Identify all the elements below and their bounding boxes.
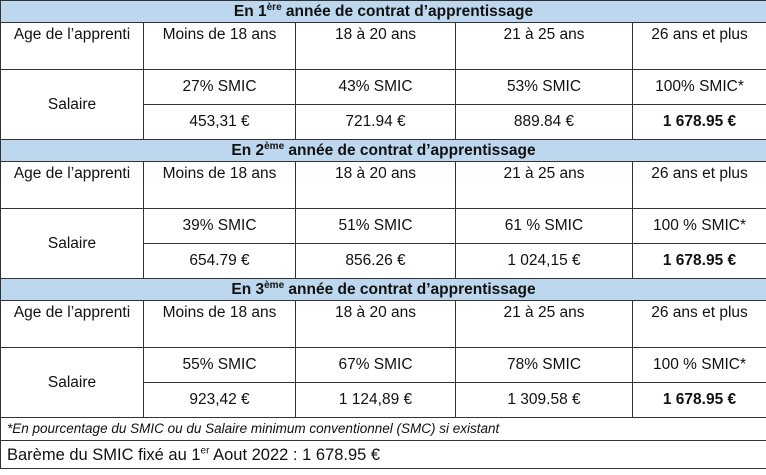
amount-cell: 721.94 € xyxy=(295,104,456,140)
percentage-row: Salaire 39% SMIC 51% SMIC 61 % SMIC 100 … xyxy=(0,208,766,279)
footnote-row: *En pourcentage du SMIC ou du Salaire mi… xyxy=(0,417,766,441)
percentage-row: Salaire 55% SMIC 67% SMIC 78% SMIC 100 %… xyxy=(0,347,766,418)
smic-bareme: Barème du SMIC fixé au 1er Aout 2022 : 1… xyxy=(0,440,766,469)
percentage-cell: 43% SMIC xyxy=(295,69,456,105)
percentage-cell: 100 % SMIC* xyxy=(631,208,766,244)
percentage-cell: 61 % SMIC xyxy=(455,208,633,244)
age-group-cell: 18 à 20 ans xyxy=(295,300,456,348)
percentage-cell: 51% SMIC xyxy=(295,208,456,244)
age-group-cell: 21 à 25 ans xyxy=(455,161,633,209)
amount-cell: 923,42 € xyxy=(143,382,296,418)
age-label: Age de l’apprenti xyxy=(0,300,144,348)
amount-cell: 1 309.58 € xyxy=(455,382,633,418)
salary-label: Salaire xyxy=(0,69,144,140)
percentage-cell: 100% SMIC* xyxy=(631,69,766,105)
amount-cell: 1 678.95 € xyxy=(631,104,766,140)
amount-cell: 654.79 € xyxy=(143,243,296,279)
amount-cell: 1 678.95 € xyxy=(631,382,766,418)
bareme-row: Barème du SMIC fixé au 1er Aout 2022 : 1… xyxy=(0,440,766,469)
percentage-cell: 67% SMIC xyxy=(295,347,456,383)
age-group-cell: 18 à 20 ans xyxy=(295,22,456,70)
amount-cell: 1 024,15 € xyxy=(455,243,633,279)
percentage-cell: 39% SMIC xyxy=(143,208,296,244)
section-header: En 3ème année de contrat d’apprentissage xyxy=(0,278,766,301)
section-title: En 2ème année de contrat d’apprentissage xyxy=(0,139,766,162)
percentage-cell: 27% SMIC xyxy=(143,69,296,105)
age-group-cell: 26 ans et plus xyxy=(631,300,766,348)
amount-cell: 453,31 € xyxy=(143,104,296,140)
age-group-cell: Moins de 18 ans xyxy=(143,300,296,348)
age-group-cell: 21 à 25 ans xyxy=(455,300,633,348)
age-group-cell: 26 ans et plus xyxy=(631,161,766,209)
age-group-cell: 26 ans et plus xyxy=(631,22,766,70)
percentage-cell: 100 % SMIC* xyxy=(631,347,766,383)
age-row: Age de l’apprenti Moins de 18 ans 18 à 2… xyxy=(0,22,766,70)
age-row: Age de l’apprenti Moins de 18 ans 18 à 2… xyxy=(0,300,766,348)
age-group-cell: 21 à 25 ans xyxy=(455,22,633,70)
percentage-cell: 53% SMIC xyxy=(455,69,633,105)
section-header: En 2ème année de contrat d’apprentissage xyxy=(0,139,766,162)
age-label: Age de l’apprenti xyxy=(0,22,144,70)
age-group-cell: Moins de 18 ans xyxy=(143,22,296,70)
age-group-cell: Moins de 18 ans xyxy=(143,161,296,209)
percentage-cell: 55% SMIC xyxy=(143,347,296,383)
footnote: *En pourcentage du SMIC ou du Salaire mi… xyxy=(0,417,766,441)
amount-cell: 1 678.95 € xyxy=(631,243,766,279)
section-title: En 1ère année de contrat d’apprentissage xyxy=(0,0,766,23)
salary-label: Salaire xyxy=(0,208,144,279)
amount-cell: 889.84 € xyxy=(455,104,633,140)
age-row: Age de l’apprenti Moins de 18 ans 18 à 2… xyxy=(0,161,766,209)
amount-row: 923,42 € 1 124,89 € 1 309.58 € 1 678.95 … xyxy=(1,382,766,418)
section-header: En 1ère année de contrat d’apprentissage xyxy=(0,0,766,23)
amount-row: 453,31 € 721.94 € 889.84 € 1 678.95 € xyxy=(1,104,766,140)
section-title: En 3ème année de contrat d’apprentissage xyxy=(0,278,766,301)
percentage-row: Salaire 27% SMIC 43% SMIC 53% SMIC 100% … xyxy=(0,69,766,140)
amount-row: 654.79 € 856.26 € 1 024,15 € 1 678.95 € xyxy=(1,243,766,279)
amount-cell: 856.26 € xyxy=(295,243,456,279)
salary-label: Salaire xyxy=(0,347,144,418)
age-label: Age de l’apprenti xyxy=(0,161,144,209)
age-group-cell: 18 à 20 ans xyxy=(295,161,456,209)
amount-cell: 1 124,89 € xyxy=(295,382,456,418)
percentage-cell: 78% SMIC xyxy=(455,347,633,383)
